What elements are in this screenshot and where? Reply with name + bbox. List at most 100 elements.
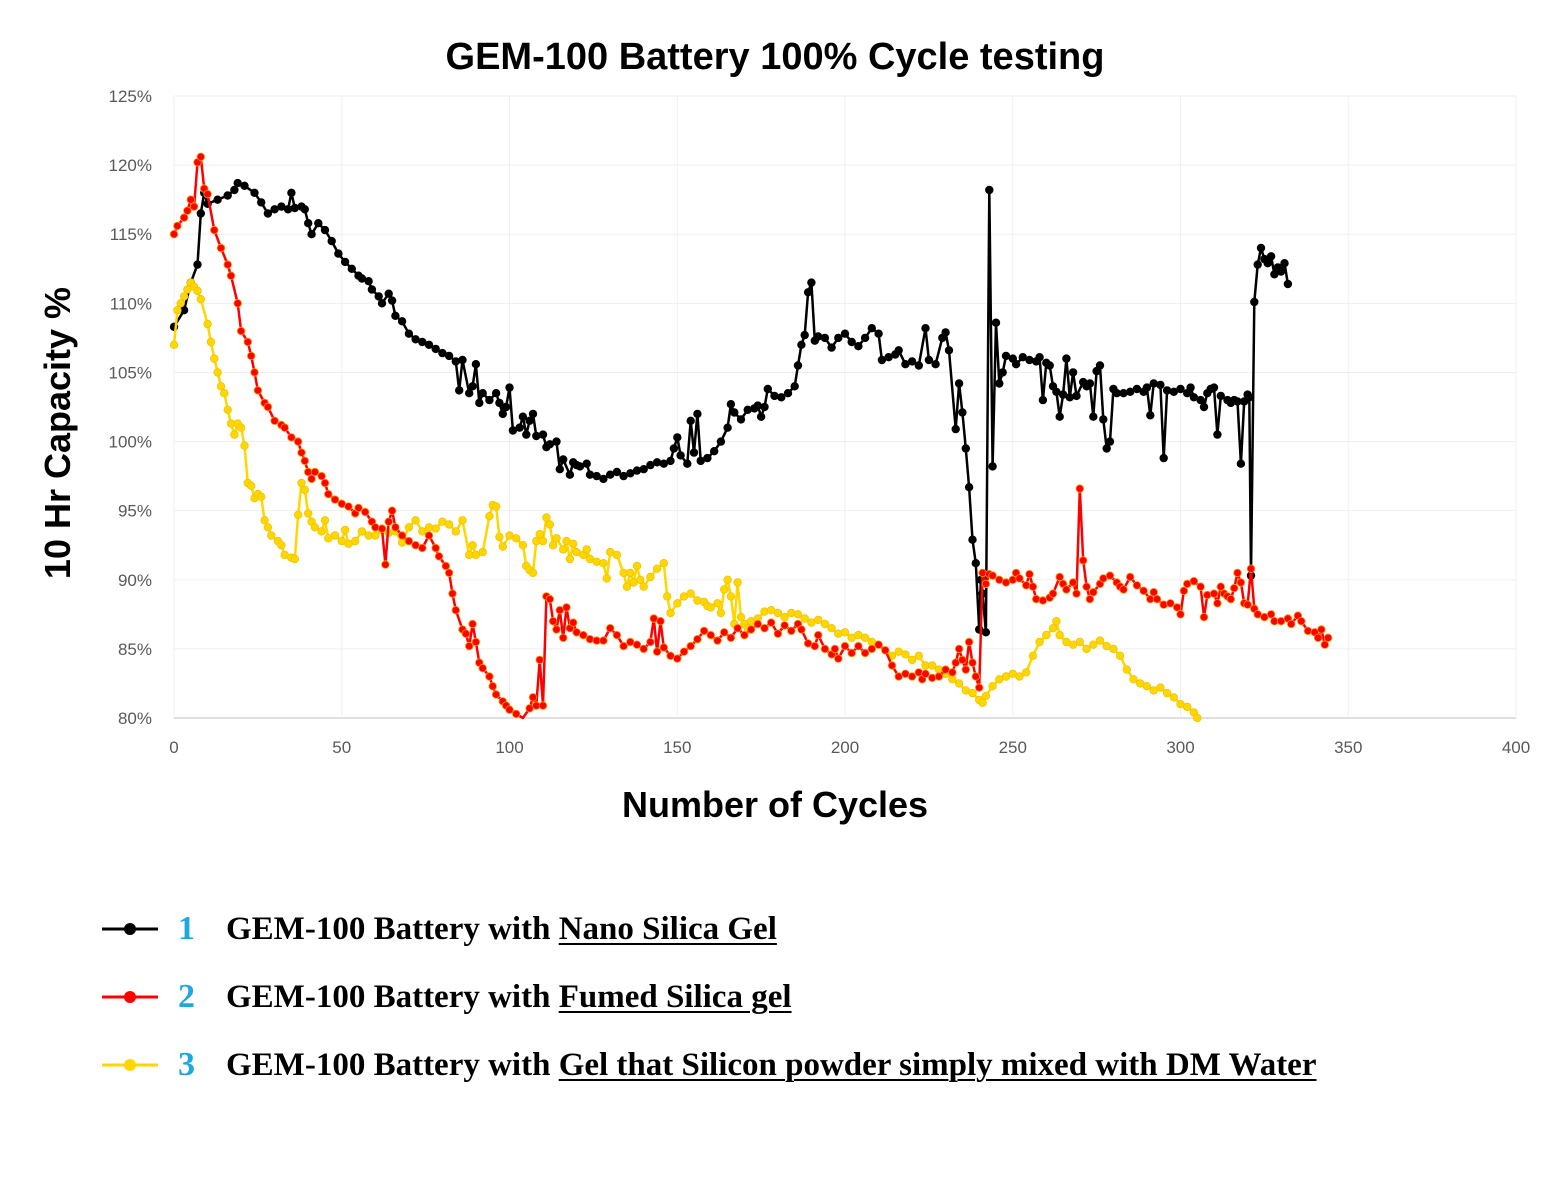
data-point bbox=[971, 672, 980, 681]
data-point bbox=[713, 599, 722, 608]
data-point bbox=[1172, 603, 1182, 612]
data-point bbox=[954, 679, 964, 688]
data-point bbox=[304, 218, 313, 228]
data-point bbox=[1015, 574, 1024, 583]
data-point bbox=[367, 285, 377, 294]
data-point bbox=[881, 646, 890, 655]
legend-number: 1 bbox=[178, 910, 195, 947]
data-point bbox=[418, 527, 427, 536]
data-point bbox=[767, 618, 776, 627]
data-point bbox=[673, 599, 682, 608]
data-point bbox=[300, 485, 309, 495]
data-point bbox=[1149, 379, 1158, 388]
data-point bbox=[773, 629, 783, 638]
y-tick-label: 120% bbox=[109, 156, 152, 175]
data-point bbox=[196, 295, 205, 304]
data-point bbox=[699, 626, 709, 636]
data-point bbox=[1062, 585, 1071, 594]
data-point bbox=[320, 478, 330, 488]
data-point bbox=[814, 630, 823, 640]
data-point bbox=[968, 658, 977, 667]
data-point bbox=[1182, 702, 1192, 712]
data-point bbox=[176, 299, 185, 308]
data-point bbox=[505, 705, 514, 714]
data-point bbox=[522, 430, 531, 439]
y-tick-label: 110% bbox=[110, 294, 152, 313]
data-point bbox=[814, 332, 823, 341]
data-point bbox=[723, 575, 732, 584]
data-point bbox=[652, 647, 662, 656]
data-point bbox=[1303, 626, 1313, 636]
x-tick-label: 350 bbox=[1334, 738, 1362, 757]
legend-highlight: Gel that Silicon powder simply mixed wit… bbox=[558, 1046, 1317, 1083]
data-point bbox=[585, 470, 595, 479]
data-point bbox=[988, 462, 997, 471]
data-point bbox=[210, 354, 219, 363]
data-point bbox=[582, 545, 591, 554]
data-point bbox=[1159, 600, 1168, 609]
data-point bbox=[706, 603, 715, 612]
data-point bbox=[860, 633, 870, 642]
data-point bbox=[210, 225, 219, 235]
legend-label: GEM-100 Battery with Fumed Silica gel bbox=[226, 979, 792, 1016]
data-point bbox=[203, 319, 212, 329]
data-point bbox=[1317, 625, 1326, 634]
data-point bbox=[659, 559, 668, 568]
data-point bbox=[471, 360, 481, 369]
data-point bbox=[495, 532, 504, 542]
line-chart: GEM-100 Battery 100% Cycle testing 80% 85… bbox=[37, 36, 1530, 825]
y-tick-label: 125% bbox=[109, 87, 152, 106]
data-point bbox=[280, 423, 289, 432]
x-tick-label: 0 bbox=[169, 738, 178, 757]
data-point bbox=[233, 299, 242, 308]
data-point bbox=[179, 292, 189, 301]
data-point bbox=[632, 561, 642, 571]
data-point bbox=[532, 431, 541, 441]
data-point bbox=[1105, 437, 1115, 446]
data-point bbox=[246, 351, 256, 361]
data-point bbox=[1095, 636, 1105, 645]
data-point bbox=[431, 344, 440, 354]
legend-item-3: 3 GEM-100 Battery with Gel that Silicon … bbox=[100, 1031, 1520, 1099]
data-point bbox=[840, 628, 850, 637]
data-point bbox=[1129, 675, 1138, 684]
data-point bbox=[1233, 568, 1242, 578]
data-point bbox=[1095, 361, 1105, 370]
data-point bbox=[579, 630, 588, 640]
data-point bbox=[1216, 582, 1225, 591]
data-point bbox=[599, 559, 608, 568]
data-point bbox=[1286, 619, 1296, 629]
x-tick-label: 150 bbox=[663, 738, 691, 757]
data-point bbox=[179, 213, 189, 222]
data-point bbox=[726, 592, 736, 601]
data-point bbox=[1055, 630, 1064, 640]
data-point bbox=[1105, 571, 1115, 580]
data-point bbox=[213, 368, 222, 377]
data-point bbox=[183, 206, 192, 215]
data-point bbox=[907, 357, 917, 366]
data-point bbox=[404, 536, 414, 546]
data-point bbox=[223, 260, 232, 269]
data-point bbox=[545, 594, 554, 604]
data-point bbox=[465, 641, 474, 651]
data-point bbox=[874, 640, 883, 649]
data-point bbox=[173, 306, 182, 315]
data-point bbox=[693, 596, 702, 605]
data-point bbox=[1209, 383, 1219, 392]
data-point bbox=[820, 644, 830, 654]
data-point bbox=[1048, 589, 1058, 598]
data-point bbox=[485, 395, 494, 405]
data-point bbox=[1266, 252, 1276, 261]
data-point bbox=[1119, 585, 1128, 594]
data-point bbox=[964, 637, 974, 647]
data-point bbox=[538, 701, 548, 710]
data-point bbox=[632, 640, 642, 649]
data-point bbox=[1236, 578, 1246, 587]
data-point bbox=[344, 502, 353, 511]
data-point bbox=[1156, 683, 1165, 692]
data-point bbox=[1146, 411, 1155, 420]
data-point bbox=[632, 466, 642, 475]
data-point bbox=[387, 506, 397, 515]
data-point bbox=[948, 668, 957, 677]
data-point bbox=[293, 437, 303, 446]
